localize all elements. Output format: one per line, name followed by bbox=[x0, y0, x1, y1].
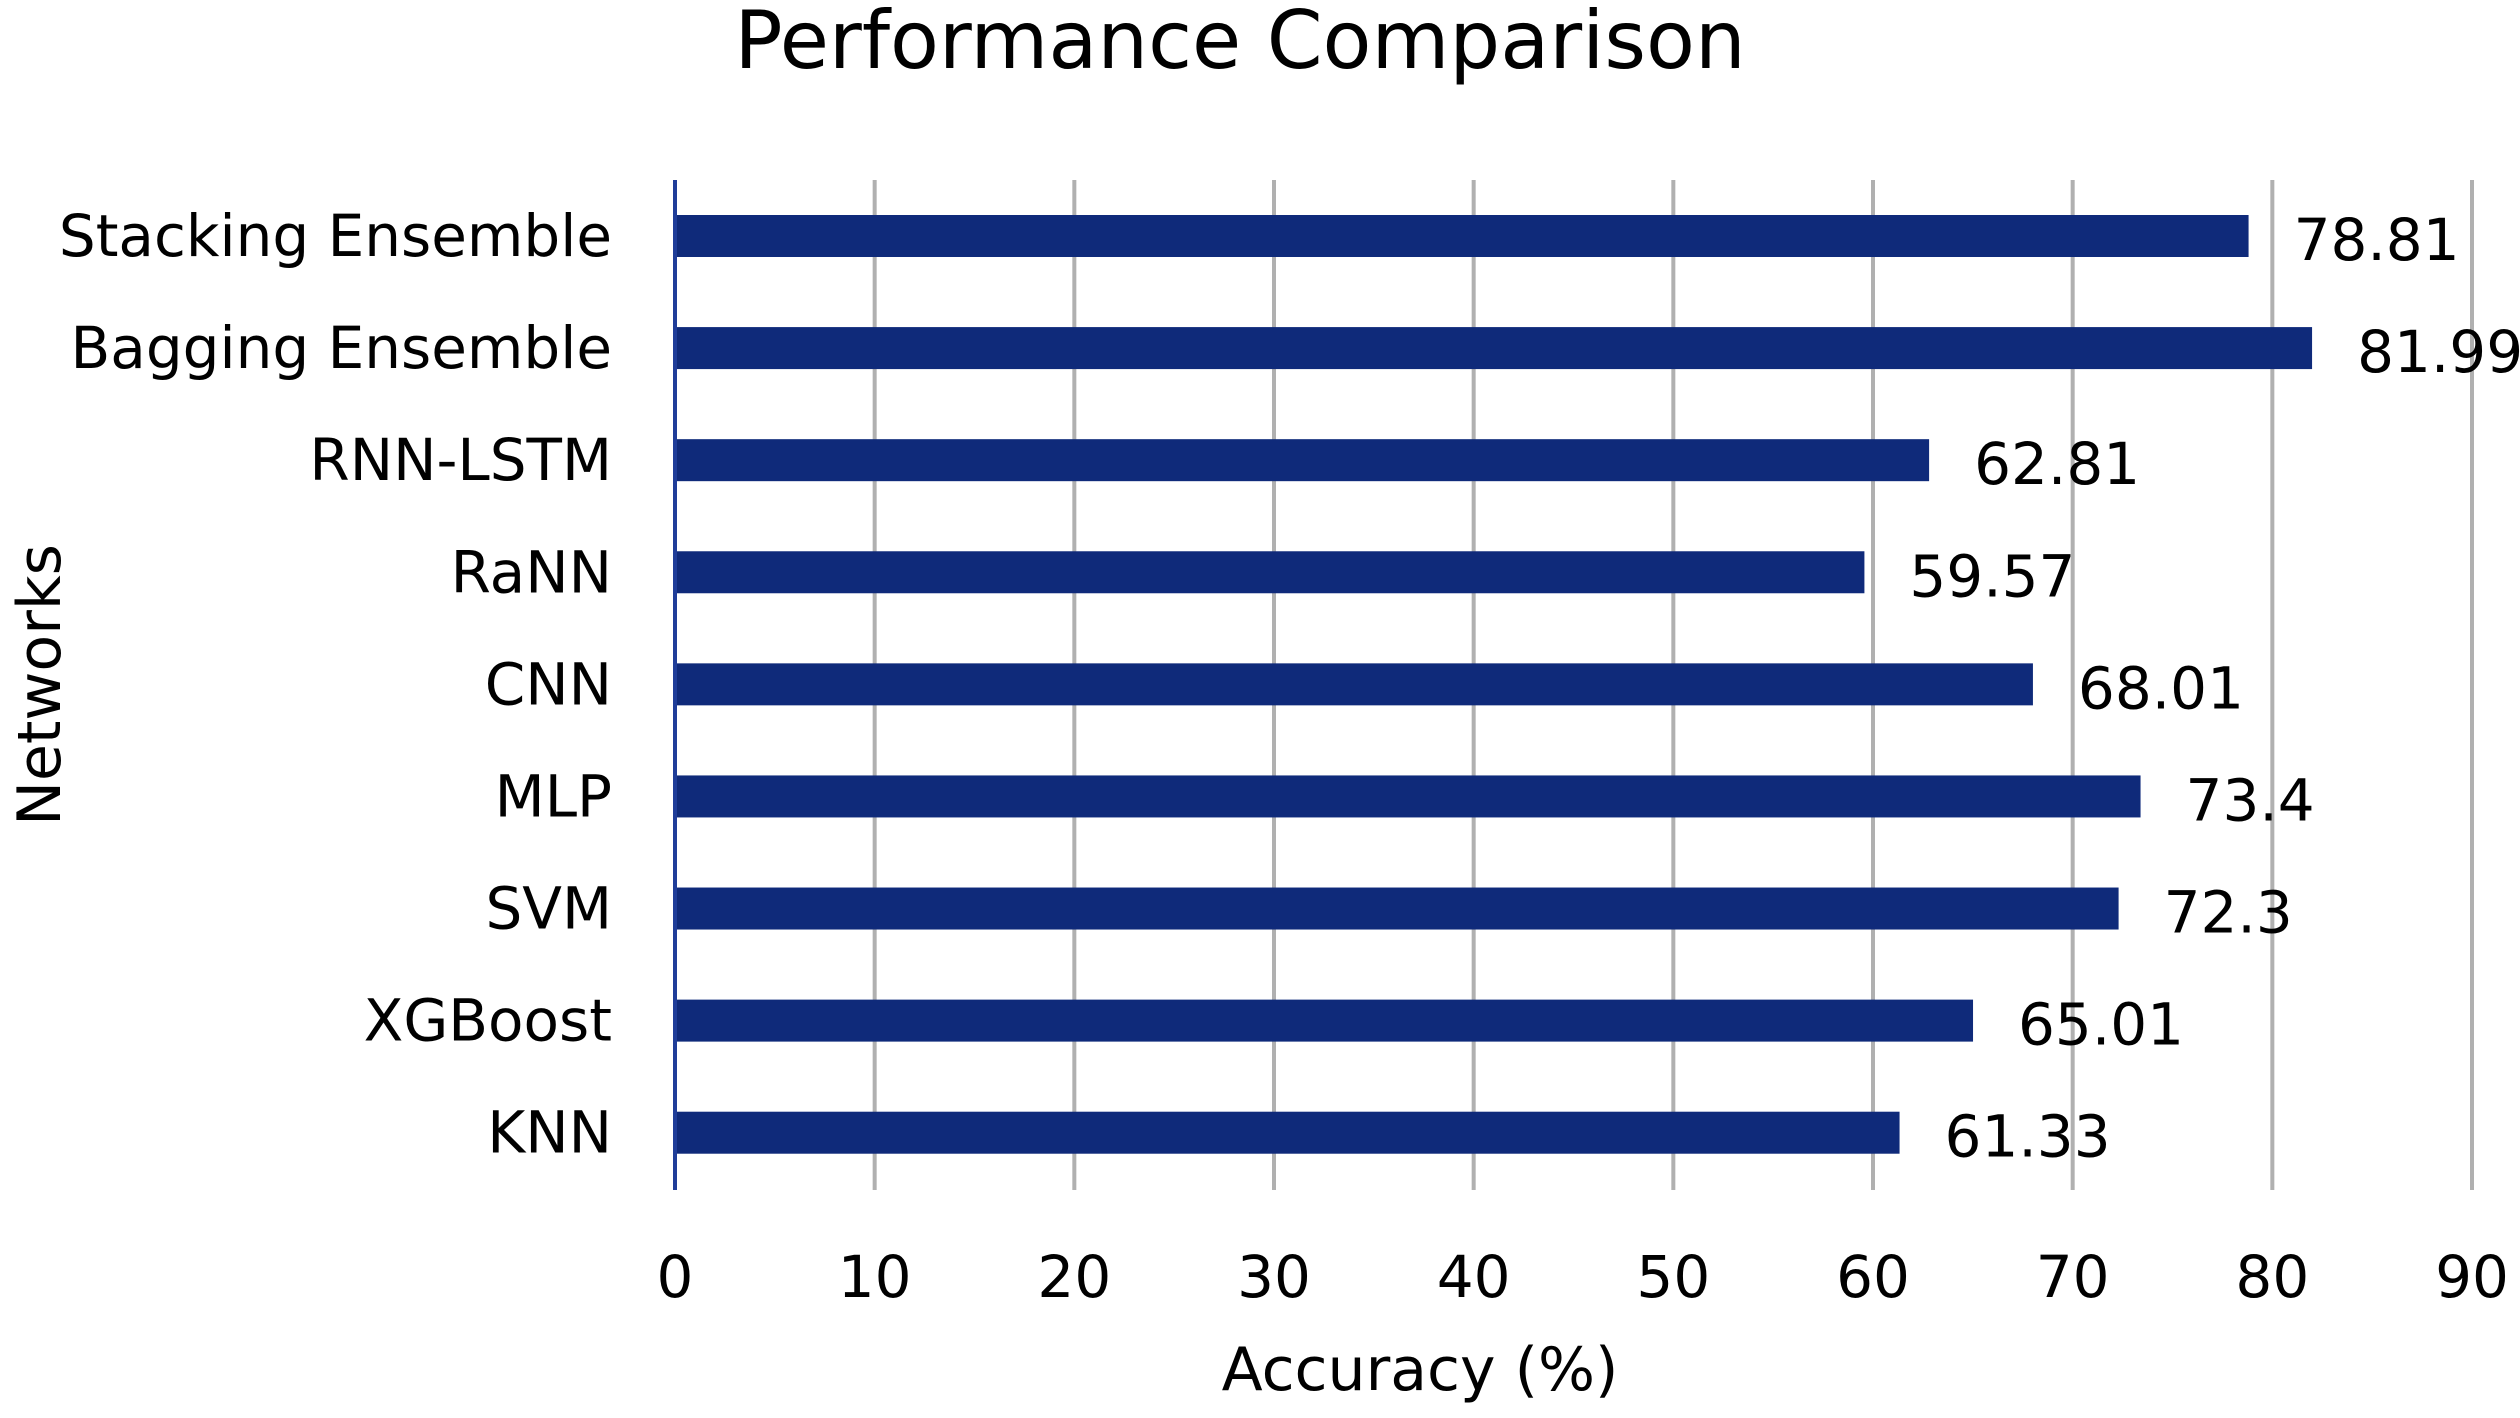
bar bbox=[675, 887, 2119, 930]
data-label: 65.01 bbox=[2018, 991, 2184, 1059]
x-tick-label: 0 bbox=[657, 1243, 694, 1311]
bar bbox=[675, 775, 2141, 818]
bar bbox=[675, 1111, 1900, 1154]
x-tick-label: 60 bbox=[1836, 1243, 1910, 1311]
data-label: 62.81 bbox=[1974, 430, 2140, 498]
x-tick-label: 30 bbox=[1237, 1243, 1311, 1311]
data-label: 59.57 bbox=[1909, 542, 2075, 610]
x-tick-label: 20 bbox=[1037, 1243, 1111, 1311]
data-label: 72.3 bbox=[2164, 879, 2293, 947]
bar bbox=[675, 551, 1865, 594]
category-label: RaNN bbox=[451, 538, 612, 606]
chart-title: Performance Comparison bbox=[734, 0, 1745, 87]
data-label: 61.33 bbox=[1945, 1103, 2111, 1171]
x-tick-label: 40 bbox=[1437, 1243, 1511, 1311]
y-axis-title: Networks bbox=[5, 544, 75, 826]
bar bbox=[675, 999, 1974, 1042]
bar bbox=[675, 439, 1930, 482]
category-label: CNN bbox=[485, 650, 612, 718]
data-label: 73.4 bbox=[2186, 766, 2315, 834]
data-label: 78.81 bbox=[2294, 206, 2460, 274]
bar bbox=[675, 663, 2033, 706]
category-label: SVM bbox=[485, 875, 612, 943]
data-label: 68.01 bbox=[2078, 654, 2244, 722]
category-label: MLP bbox=[495, 762, 612, 830]
bar bbox=[675, 215, 2249, 257]
x-tick-label: 90 bbox=[2435, 1243, 2509, 1311]
x-tick-label: 10 bbox=[838, 1243, 912, 1311]
x-tick-label: 50 bbox=[1636, 1243, 1710, 1311]
data-label: 81.99 bbox=[2357, 318, 2520, 386]
category-label: KNN bbox=[487, 1099, 612, 1167]
x-axis-title: Accuracy (%) bbox=[1222, 1335, 1619, 1405]
category-label: RNN-LSTM bbox=[309, 426, 612, 494]
x-tick-label: 80 bbox=[2235, 1243, 2309, 1311]
category-labels: Stacking Ensemble Bagging Ensemble RNN-LST… bbox=[59, 202, 612, 1167]
x-tick-labels: 0 10 20 30 40 50 60 70 80 90 bbox=[657, 1243, 2509, 1311]
category-label: Bagging Ensemble bbox=[70, 314, 612, 382]
category-label: XGBoost bbox=[364, 987, 612, 1055]
bar bbox=[675, 327, 2313, 370]
bars bbox=[675, 215, 2313, 1154]
category-label: Stacking Ensemble bbox=[59, 202, 612, 270]
x-tick-label: 70 bbox=[2036, 1243, 2110, 1311]
